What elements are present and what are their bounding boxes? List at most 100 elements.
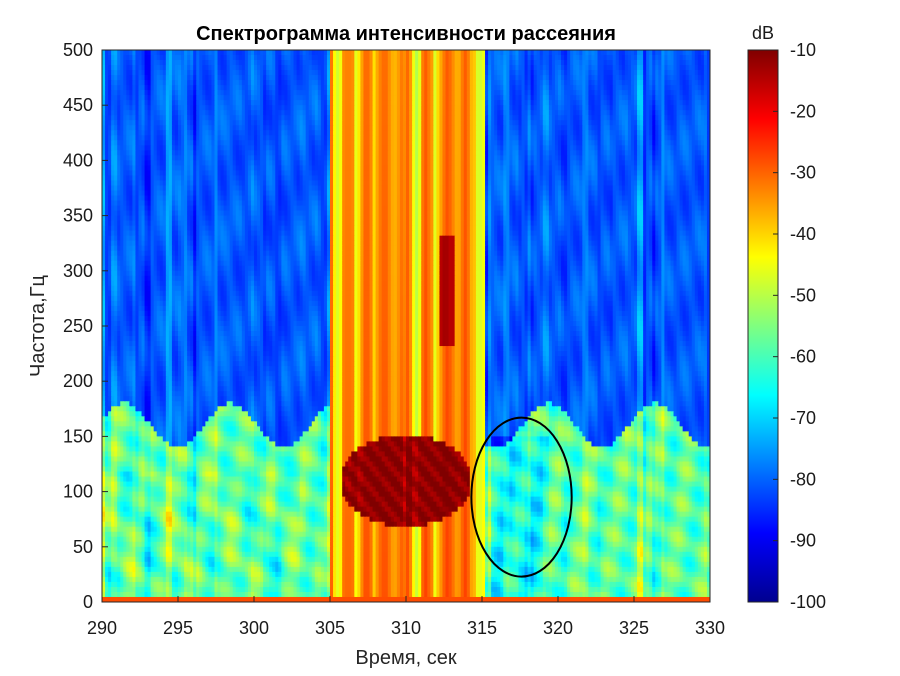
- heatmap-cell: [250, 90, 255, 96]
- heatmap-cell: [524, 75, 529, 81]
- heatmap-cell: [439, 55, 444, 61]
- heatmap-cell: [491, 60, 495, 66]
- heatmap-cell: [153, 85, 158, 91]
- heatmap-cell: [323, 75, 328, 81]
- heatmap-cell: [193, 60, 197, 66]
- heatmap-cell: [570, 55, 574, 61]
- heatmap-cell: [238, 95, 243, 101]
- heatmap-cell: [396, 60, 401, 66]
- heatmap-cell: [108, 60, 112, 66]
- heatmap-cell: [406, 55, 410, 61]
- heatmap-cell: [679, 65, 684, 71]
- heatmap-cell: [582, 75, 586, 81]
- heatmap-cell: [287, 80, 292, 86]
- heatmap-cell: [618, 90, 623, 96]
- heatmap-cell: [427, 90, 431, 96]
- heatmap-cell: [554, 60, 559, 66]
- heatmap-cell: [156, 50, 161, 56]
- heatmap-cell: [311, 85, 316, 91]
- heatmap-cell: [184, 75, 188, 81]
- heatmap-cell: [260, 55, 264, 61]
- heatmap-cell: [339, 65, 343, 71]
- heatmap-cell: [351, 50, 355, 56]
- heatmap-cell: [533, 85, 538, 91]
- heatmap-cell: [606, 90, 611, 96]
- heatmap-cell: [165, 90, 170, 96]
- heatmap-cell: [272, 75, 276, 81]
- heatmap-cell: [360, 80, 365, 86]
- heatmap-cell: [135, 60, 140, 66]
- heatmap-cell: [165, 85, 170, 91]
- heatmap-cell: [336, 80, 340, 86]
- heatmap-cell: [199, 80, 203, 86]
- heatmap-cell: [652, 80, 656, 86]
- heatmap-cell: [548, 90, 553, 96]
- heatmap-cell: [108, 90, 112, 96]
- heatmap-cell: [369, 55, 374, 61]
- heatmap-cell: [637, 85, 641, 91]
- heatmap-cell: [284, 90, 289, 96]
- heatmap-cell: [333, 60, 337, 66]
- heatmap-cell: [676, 70, 681, 76]
- heatmap-cell: [551, 70, 556, 76]
- heatmap-cell: [606, 50, 611, 56]
- heatmap-cell: [263, 80, 267, 86]
- heatmap-cell: [126, 55, 130, 61]
- heatmap-cell: [299, 55, 304, 61]
- heatmap-cell: [138, 50, 143, 56]
- heatmap-cell: [314, 55, 319, 61]
- heatmap-cell: [184, 70, 188, 76]
- heatmap-cell: [390, 90, 395, 96]
- heatmap-cell: [591, 90, 596, 96]
- heatmap-cell: [184, 95, 188, 101]
- heatmap-cell: [351, 55, 355, 61]
- heatmap-cell: [436, 60, 441, 66]
- heatmap-cell: [603, 90, 608, 96]
- heatmap-cell: [342, 70, 346, 76]
- heatmap-cell: [472, 50, 477, 56]
- heatmap-cell: [363, 65, 368, 71]
- heatmap-cell: [703, 60, 708, 66]
- heatmap-cell: [406, 70, 410, 76]
- heatmap-cell: [174, 80, 179, 86]
- heatmap-cell: [564, 90, 568, 96]
- heatmap-cell: [299, 50, 304, 56]
- heatmap-cell: [333, 50, 337, 56]
- heatmap-cell: [351, 75, 355, 81]
- heatmap-cell: [114, 60, 118, 66]
- heatmap-cell: [171, 85, 176, 91]
- heatmap-cell: [424, 85, 428, 91]
- heatmap-cell: [527, 50, 532, 56]
- heatmap-cell: [536, 90, 541, 96]
- heatmap-cell: [427, 70, 431, 76]
- heatmap-cell: [129, 65, 133, 71]
- heatmap-cell: [406, 65, 410, 71]
- heatmap-cell: [217, 95, 222, 101]
- heatmap-cell: [691, 70, 696, 76]
- heatmap-cell: [187, 60, 191, 66]
- heatmap-cell: [290, 95, 295, 101]
- heatmap-cell: [181, 75, 185, 81]
- heatmap-cell: [561, 65, 565, 71]
- heatmap-cell: [272, 60, 276, 66]
- heatmap-cell: [333, 55, 337, 61]
- heatmap-cell: [448, 85, 453, 91]
- heatmap-cell: [402, 85, 407, 91]
- heatmap-cell: [366, 65, 371, 71]
- heatmap-cell: [573, 75, 577, 81]
- heatmap-cell: [260, 50, 264, 56]
- heatmap-cell: [503, 85, 507, 91]
- heatmap-cell: [369, 70, 374, 76]
- heatmap-cell: [521, 55, 526, 61]
- heatmap-cell: [482, 85, 486, 91]
- heatmap-cell: [545, 50, 550, 56]
- heatmap-cell: [624, 85, 629, 91]
- heatmap-cell: [196, 55, 200, 61]
- heatmap-cell: [302, 70, 307, 76]
- heatmap-cell: [582, 50, 586, 56]
- heatmap-cell: [588, 90, 593, 96]
- heatmap-cell: [190, 80, 194, 86]
- heatmap-cell: [132, 90, 137, 96]
- heatmap-cell: [494, 90, 498, 96]
- heatmap-cell: [521, 60, 526, 66]
